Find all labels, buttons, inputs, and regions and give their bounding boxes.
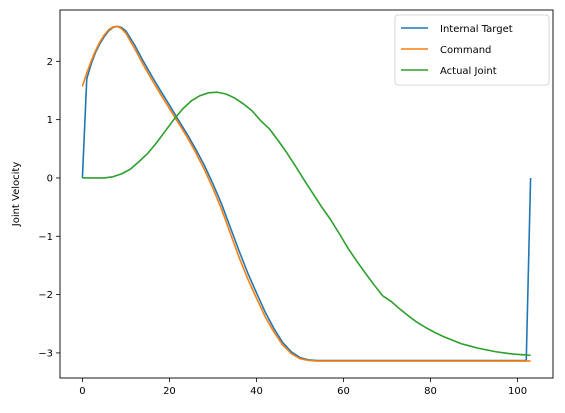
y-tick-label: 2 xyxy=(47,57,53,68)
x-tick-label: 60 xyxy=(337,386,350,397)
x-tick-label: 80 xyxy=(424,386,437,397)
y-tick-label: −1 xyxy=(38,232,53,243)
y-axis-ticks: −3 −2 −1 0 1 2 xyxy=(38,57,60,359)
plot-lines xyxy=(81,25,532,362)
legend-label: Command xyxy=(440,45,491,56)
x-tick-label: 0 xyxy=(79,386,85,397)
y-tick-label: 0 xyxy=(47,173,53,184)
x-axis-ticks: 0 20 40 60 80 100 xyxy=(79,378,527,397)
series-line-1 xyxy=(81,25,531,362)
x-tick-label: 40 xyxy=(250,386,263,397)
plot-frame xyxy=(59,9,554,379)
legend-label: Internal Target xyxy=(440,24,513,35)
y-tick-label: 1 xyxy=(47,115,53,126)
y-tick-label: −2 xyxy=(38,290,53,301)
y-axis-label: Joint Velocity xyxy=(11,162,22,228)
legend-label: Actual Joint xyxy=(440,66,497,77)
legend-box xyxy=(394,14,550,86)
y-tick-label: −3 xyxy=(38,348,53,359)
legend: Internal Target Command Actual Joint xyxy=(394,14,550,86)
x-tick-label: 100 xyxy=(508,386,527,397)
series-line-2 xyxy=(82,91,531,357)
x-tick-label: 20 xyxy=(163,386,176,397)
